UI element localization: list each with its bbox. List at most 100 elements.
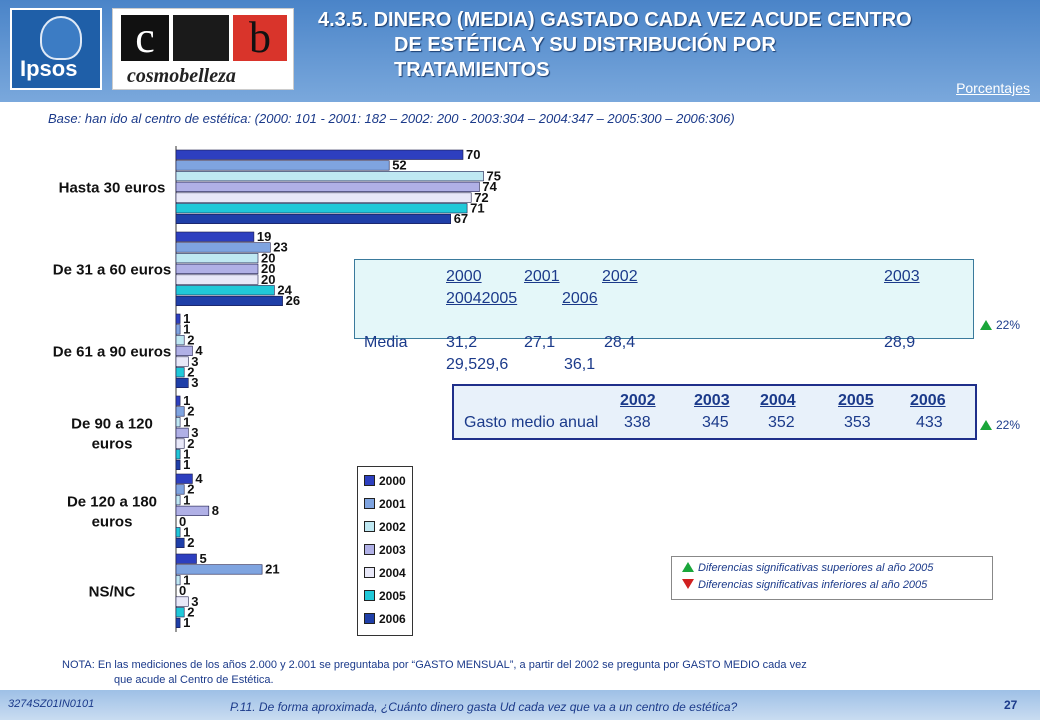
bar-2000 — [175, 553, 197, 564]
data-label: 3 — [191, 375, 198, 390]
bar-2002 — [175, 253, 259, 264]
bar-2003 — [175, 505, 210, 516]
t1-value-2003: 28,9 — [884, 334, 916, 351]
footer-question: P.11. De forma aproximada, ¿Cuánto diner… — [230, 700, 738, 714]
bar-2006 — [175, 617, 181, 629]
ipsos-logo-text: Ipsos — [20, 56, 78, 81]
bar-2002 — [175, 575, 181, 586]
data-label: 3 — [191, 354, 198, 369]
data-label: 0 — [179, 583, 186, 598]
cosmo-silhouette-icon — [173, 15, 229, 61]
t2-significance: 22% — [980, 418, 1020, 432]
category-label: De 31 a 60 euros — [53, 261, 171, 278]
category-label: Hasta 30 euros — [59, 179, 166, 196]
data-label: 2 — [187, 436, 194, 451]
bar-2003 — [175, 181, 480, 192]
data-label: 23 — [273, 240, 287, 255]
bar-2000 — [175, 313, 181, 324]
data-label: 70 — [466, 147, 480, 162]
page-number: 27 — [1004, 698, 1018, 712]
bar-2003 — [175, 263, 259, 274]
legend-item-2001: 2001 — [364, 497, 406, 511]
sig-legend-down: Diferencias significativas inferiores al… — [682, 579, 927, 591]
ipsos-logo: Ipsos — [10, 8, 102, 90]
t1-value-2006: 36,1 — [564, 356, 596, 373]
down-triangle-icon — [682, 579, 694, 589]
t2-header-2004: 2004 — [760, 392, 796, 409]
data-label: 3 — [191, 425, 198, 440]
footnote-line-1: NOTA: En las mediciones de los años 2.00… — [62, 659, 807, 671]
category-label: euros — [92, 435, 133, 452]
data-label: 20 — [261, 261, 275, 276]
media-table-box — [354, 259, 974, 339]
bar-2005 — [175, 527, 181, 538]
t1-header-2003: 2003 — [884, 268, 920, 285]
t2-value-2003: 345 — [702, 414, 729, 431]
bar-2002 — [175, 417, 181, 428]
data-label: 2 — [187, 535, 194, 550]
title-line-1: 4.3.5. DINERO (MEDIA) GASTADO CADA VEZ A… — [318, 9, 912, 31]
page-title: 4.3.5. DINERO (MEDIA) GASTADO CADA VEZ A… — [318, 8, 1038, 83]
bar-2000 — [175, 473, 193, 484]
t1-value-2002: 28,4 — [604, 334, 636, 351]
chart-legend: 2000 2001 2002 2003 2004 2005 2006 — [357, 466, 413, 636]
data-label: 1 — [183, 525, 190, 540]
bar-2005 — [175, 285, 275, 296]
data-label: 74 — [482, 179, 497, 194]
category-label: De 90 a 120 — [71, 415, 153, 432]
sig-legend-up: Diferencias significativas superiores al… — [682, 562, 933, 574]
legend-item-2000: 2000 — [364, 474, 406, 488]
t1-row-label: Media — [364, 334, 408, 351]
bar-2004 — [175, 192, 472, 203]
bar-2001 — [175, 484, 185, 495]
cosmo-c-letter: c — [121, 15, 169, 61]
data-label: 19 — [257, 229, 271, 244]
bar-2000 — [175, 149, 464, 160]
data-label: 4 — [195, 343, 203, 358]
bar-2005 — [175, 449, 181, 460]
t1-value-2000: 31,2 — [446, 334, 478, 351]
footer-code: 3274SZ01IN0101 — [8, 698, 95, 710]
t1-value-2004-2005: 29,529,6 — [446, 356, 509, 373]
data-label: 1 — [183, 492, 190, 507]
bar-2005 — [175, 367, 185, 378]
title-line-3: TRATAMIENTOS — [394, 59, 550, 81]
data-label: 24 — [277, 283, 292, 298]
data-label: 1 — [183, 322, 190, 337]
data-label: 1 — [183, 393, 190, 408]
data-label: 71 — [470, 201, 484, 216]
data-label: 4 — [195, 471, 203, 486]
data-label: 1 — [183, 311, 190, 326]
up-triangle-icon — [682, 562, 694, 572]
bar-2003 — [175, 345, 193, 356]
t2-value-2004: 352 — [768, 414, 795, 431]
legend-item-2002: 2002 — [364, 520, 406, 534]
legend-item-2003: 2003 — [364, 543, 406, 557]
footer-band — [0, 690, 1040, 720]
data-label: 72 — [474, 190, 488, 205]
t2-header-2003: 2003 — [694, 392, 730, 409]
up-triangle-icon — [980, 420, 992, 430]
legend-item-2006: 2006 — [364, 612, 406, 626]
t1-header-2004-2005: 20042005 — [446, 290, 518, 307]
bar-2002 — [175, 495, 181, 506]
bar-2001 — [175, 160, 390, 171]
t1-header-2006: 2006 — [562, 290, 598, 307]
cosmo-logo-text: cosmobelleza — [127, 65, 236, 87]
legend-item-2004: 2004 — [364, 566, 406, 580]
data-label: 2 — [187, 482, 194, 497]
data-label: 1 — [183, 615, 190, 630]
t2-header-2005: 2005 — [838, 392, 874, 409]
data-label: 2 — [187, 332, 194, 347]
data-label: 1 — [183, 572, 190, 587]
cosmobelleza-logo: c b cosmobelleza — [112, 8, 294, 90]
data-label: 0 — [179, 514, 186, 529]
bar-2003 — [175, 427, 189, 438]
t2-value-2002: 338 — [624, 414, 651, 431]
t1-header-2002: 2002 — [602, 268, 638, 285]
bar-2006 — [175, 213, 452, 224]
t1-header-2000: 2000 — [446, 268, 482, 285]
bar-2004 — [175, 356, 189, 367]
t2-value-2005: 353 — [844, 414, 871, 431]
